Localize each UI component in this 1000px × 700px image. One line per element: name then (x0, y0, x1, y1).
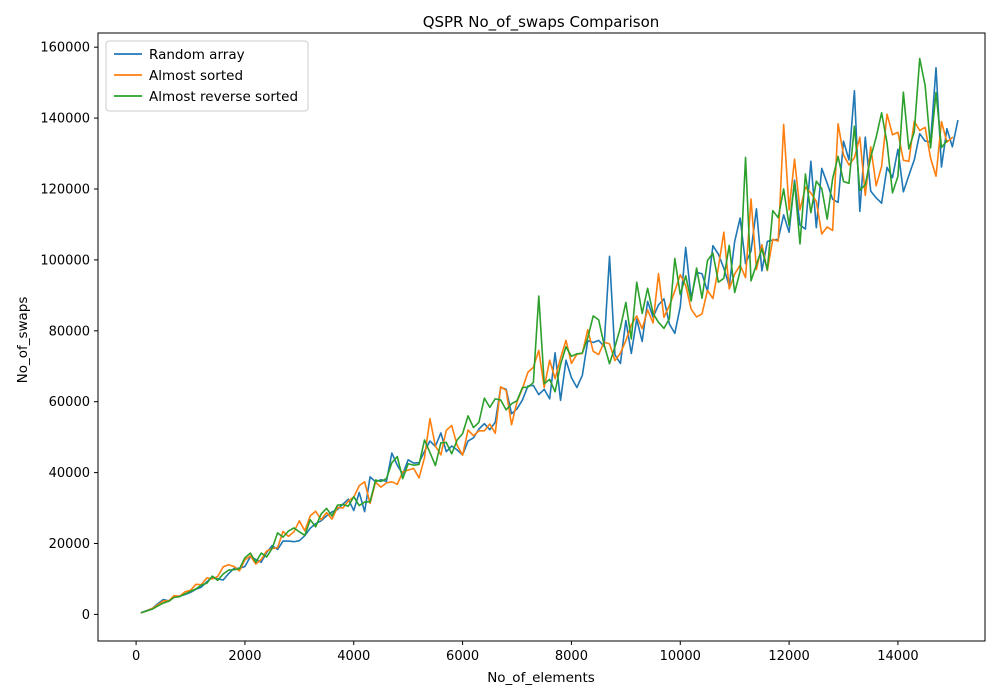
x-tick-label: 14000 (877, 649, 918, 664)
y-tick-label: 60000 (49, 395, 90, 410)
x-axis-label: No_of_elements (487, 670, 595, 686)
series-line-0 (140, 66, 959, 614)
series-line-2 (140, 57, 949, 614)
x-tick-label: 10000 (660, 649, 701, 664)
y-tick-label: 160000 (40, 41, 90, 56)
y-tick-label: 140000 (40, 112, 90, 127)
x-tick-label: 6000 (446, 649, 479, 664)
series-line-1 (140, 113, 954, 614)
x-tick-label: 4000 (337, 649, 370, 664)
legend: Random array Almost sorted Almost reverse … (105, 40, 309, 112)
y-tick-label: 20000 (49, 537, 90, 552)
x-tick-label: 0 (132, 649, 140, 664)
y-tick-label: 40000 (49, 466, 90, 481)
legend-label: Random array (149, 47, 245, 63)
legend-box (105, 40, 309, 112)
chart-title: QSPR No_of_swaps Comparison (423, 13, 660, 32)
y-tick-label: 100000 (40, 253, 90, 268)
legend-label: Almost reverse sorted (149, 89, 298, 105)
y-axis-label: No_of_swaps (15, 297, 31, 384)
legend-label: Almost sorted (149, 68, 243, 84)
axes-frame (97, 32, 986, 642)
y-tick-label: 0 (82, 608, 90, 623)
x-tick-label: 2000 (228, 649, 261, 664)
plot-area: 0 2000 4000 6000 8000 10000 12000 1400002000040… (40, 32, 986, 664)
x-tick-label: 8000 (555, 649, 588, 664)
x-tick-label: 12000 (768, 649, 809, 664)
y-tick-label: 80000 (49, 324, 90, 339)
y-tick-label: 120000 (40, 182, 90, 197)
